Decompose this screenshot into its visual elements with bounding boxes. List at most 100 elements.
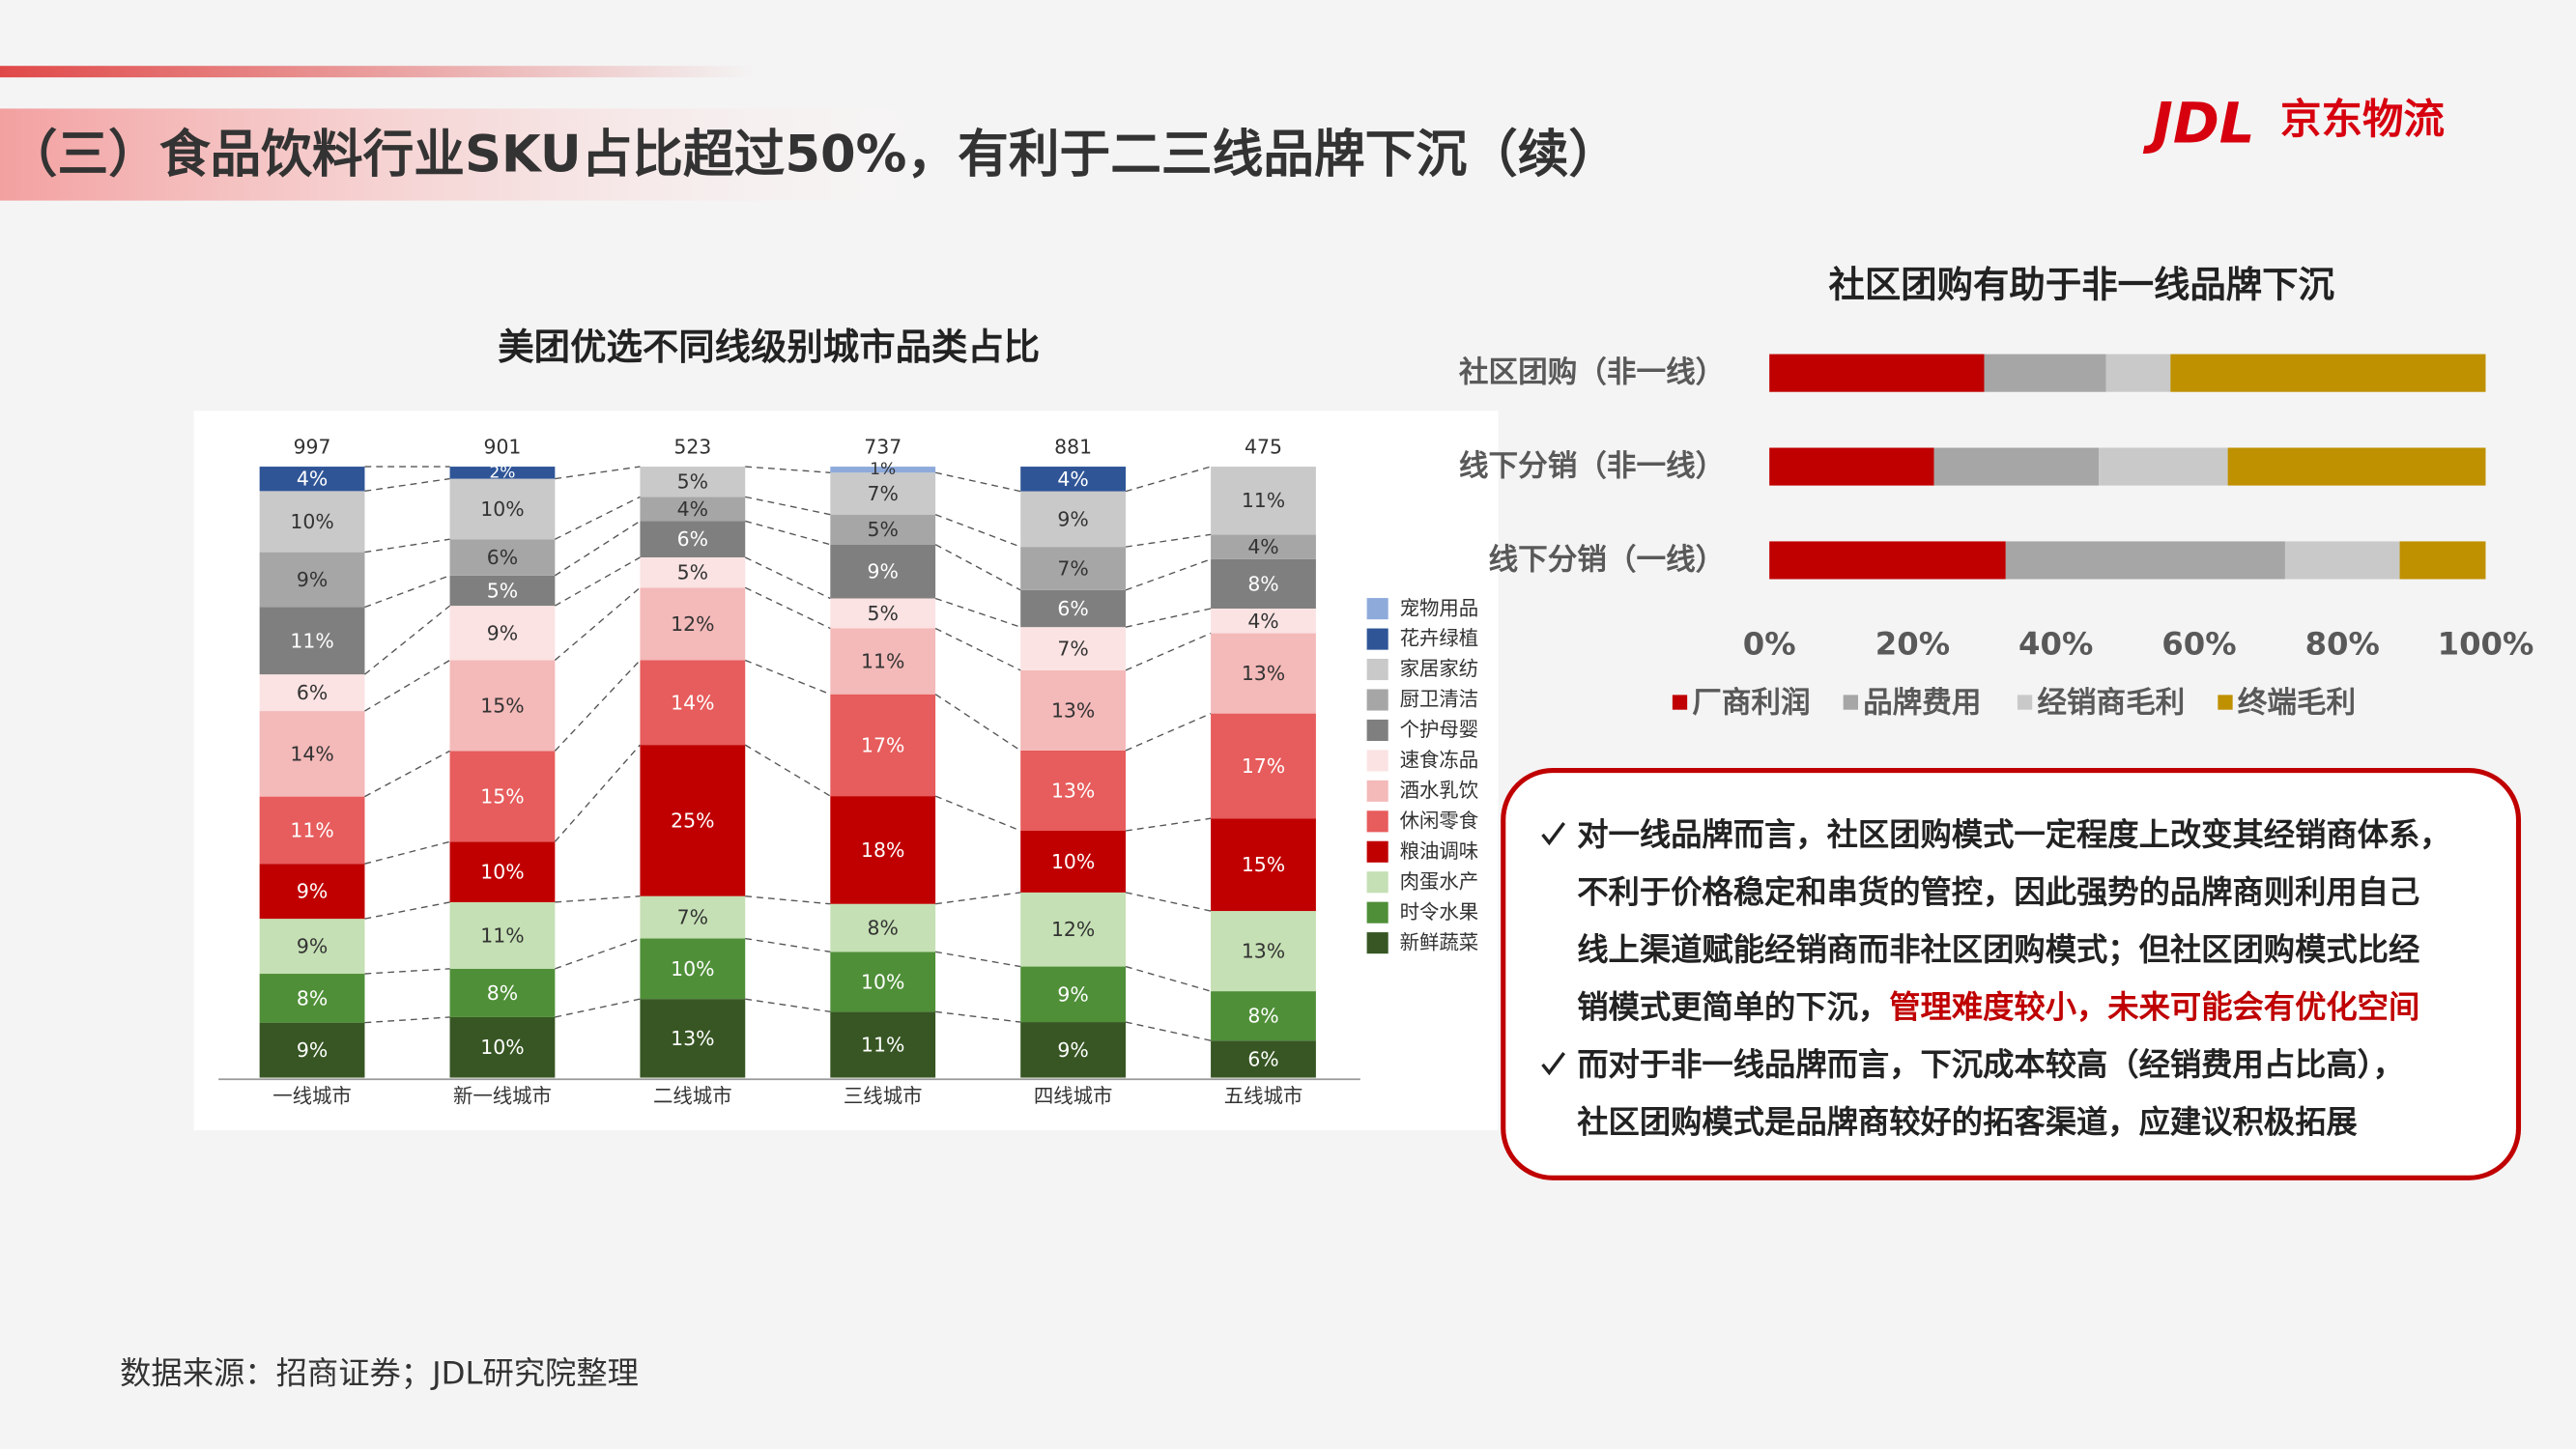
x-tick-label: 二线城市 (653, 1084, 732, 1107)
bar-segment (830, 1011, 936, 1078)
legend-label: 粮油调味 (1400, 839, 1479, 863)
legend-swatch (1366, 689, 1388, 711)
data-label: 18% (861, 838, 904, 862)
text-box (1501, 768, 2522, 1180)
bar-segment (830, 544, 936, 599)
legend-label: 休闲零食 (1400, 809, 1479, 832)
connector (934, 597, 1021, 628)
bar-segment (640, 587, 746, 661)
legend-label: 家居家纺 (1400, 657, 1479, 680)
bar-segment (1020, 892, 1127, 967)
text-line: 线上渠道赋能经销商而非社区团购模式；但社区团购模式比经 (1577, 931, 2419, 968)
data-label: 7% (868, 482, 899, 505)
data-label: 10% (1051, 850, 1095, 873)
legend-swatch (1366, 901, 1388, 923)
data-label: 10% (480, 861, 524, 884)
legend-label: 酒水乳饮 (1400, 779, 1479, 802)
bar-segment (449, 751, 556, 842)
x-tick-label: 40% (2018, 626, 2093, 663)
text-line: 对一线品牌而言，社区团购模式一定程度上改变其经销商体系， (1577, 816, 2450, 853)
bar-segment (1020, 547, 1127, 590)
legend-label: 新鲜蔬菜 (1400, 930, 1479, 953)
bar-segment (259, 674, 365, 712)
data-label: 13% (671, 1027, 714, 1050)
bar-segment (1769, 354, 1985, 392)
connector (554, 520, 641, 577)
y-tick-label: 社区团购（非一线） (1459, 356, 1725, 390)
data-label: 25% (671, 809, 714, 832)
check-icon (1541, 821, 1566, 846)
connector (1125, 608, 1212, 628)
data-label: 4% (297, 468, 328, 491)
bar-segment (640, 895, 746, 939)
connector (1125, 965, 1212, 992)
bar-segment (1020, 627, 1127, 670)
connector (364, 659, 450, 712)
legend-swatch (1366, 658, 1388, 681)
data-label: 8% (1247, 572, 1278, 595)
legend-swatch (1366, 840, 1388, 863)
bar-segment (640, 467, 746, 497)
bar-segment (830, 628, 936, 695)
data-label: 1% (870, 460, 896, 479)
legend-label: 个护母婴 (1400, 718, 1479, 741)
bar-segment (1211, 633, 1316, 714)
y-tick-label: 线下分销（一线） (1489, 543, 1726, 577)
legend-swatch (1672, 695, 1688, 710)
x-tick-label: 20% (1875, 626, 1950, 663)
x-tick-label: 三线城市 (844, 1084, 923, 1107)
bar-segment (640, 556, 746, 588)
bar-segment (449, 660, 556, 752)
title-band (0, 108, 1019, 201)
connector (1125, 558, 1212, 591)
legend-swatch (1366, 780, 1388, 802)
legend-label: 品牌费用 (1863, 686, 1981, 720)
data-label: 10% (480, 1036, 524, 1059)
connector (554, 586, 641, 661)
data-label: 9% (868, 560, 899, 583)
total-label: 901 (483, 436, 521, 459)
bar-segment (449, 901, 556, 969)
bar-segment (1020, 467, 1127, 492)
text-span: 社区团购模式是品牌商较好的拓客渠道，应建议积极拓展 (1577, 1103, 2358, 1140)
connector (364, 968, 450, 975)
data-label: 5% (487, 579, 518, 602)
bar-segment (449, 841, 556, 902)
bar-segment (1211, 991, 1316, 1041)
logo-mark: JDL (2142, 91, 2254, 156)
data-label: 11% (290, 818, 333, 841)
legend-label: 厂商利润 (1692, 685, 1810, 720)
bar-segment (1020, 491, 1127, 548)
bar-segment (1020, 669, 1127, 751)
legend-label: 速食冻品 (1400, 749, 1479, 772)
legend-swatch (1366, 628, 1388, 650)
text-box-content: 对一线品牌而言，社区团购模式一定程度上改变其经销商体系， 不利于价格稳定和串货的管… (1541, 816, 2451, 1140)
x-tick-label: 60% (2161, 626, 2236, 663)
connector (744, 659, 831, 696)
connector (364, 538, 450, 554)
legend-swatch (1366, 719, 1388, 742)
data-label: 11% (861, 650, 904, 673)
data-label: 9% (297, 1038, 328, 1062)
bar-segment (1020, 966, 1127, 1023)
bar-segment (640, 497, 746, 522)
data-label: 9% (297, 935, 328, 958)
bar-segment (830, 472, 936, 515)
x-tick-label: 0% (1743, 626, 1796, 663)
data-label: 7% (1057, 638, 1088, 661)
data-label: 11% (290, 629, 333, 652)
bar-segment (259, 1022, 365, 1078)
bar-segment (830, 598, 936, 629)
source-note: 数据来源：招商证券；JDL研究院整理 (120, 1355, 639, 1392)
bar-segment (259, 711, 365, 797)
data-label: 6% (487, 546, 518, 569)
y-tick-label: 线下分销（非一线） (1459, 450, 1725, 484)
connector (935, 1010, 1021, 1023)
bar-segment (1769, 541, 2006, 580)
bar-segment (259, 796, 365, 865)
data-label: 12% (671, 612, 714, 636)
data-label: 8% (868, 917, 899, 940)
connector (1125, 533, 1212, 548)
connector (745, 937, 831, 953)
